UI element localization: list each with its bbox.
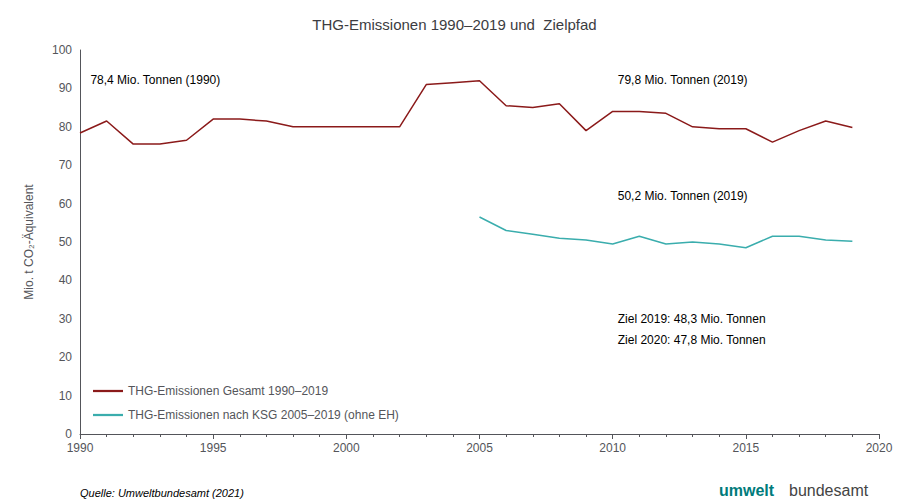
svg-text:2000: 2000 <box>333 441 360 455</box>
svg-text:THG-Emissionen 1990–2019 und: THG-Emissionen 1990–2019 und Zielpfad <box>312 16 596 33</box>
svg-text:60: 60 <box>59 197 73 211</box>
svg-text:90: 90 <box>59 81 73 95</box>
svg-text:1990: 1990 <box>67 441 94 455</box>
svg-text:100: 100 <box>52 43 72 57</box>
svg-text:20: 20 <box>59 350 73 364</box>
svg-text:bundesamt: bundesamt <box>789 482 869 499</box>
svg-text:50: 50 <box>59 235 73 249</box>
svg-text:30: 30 <box>59 312 73 326</box>
svg-text:50,2 Mio. Tonnen (2019): 50,2 Mio. Tonnen (2019) <box>618 189 748 203</box>
svg-text:79,8 Mio. Tonnen (2019): 79,8 Mio. Tonnen (2019) <box>618 73 748 87</box>
svg-text:10: 10 <box>59 389 73 403</box>
svg-text:THG-Emissionen Gesamt 1990–201: THG-Emissionen Gesamt 1990–2019 <box>128 384 328 398</box>
svg-text:Quelle: Umweltbundesamt (2021): Quelle: Umweltbundesamt (2021) <box>80 487 244 499</box>
svg-text:0: 0 <box>65 427 72 441</box>
svg-text:umwelt: umwelt <box>719 482 775 499</box>
svg-text:2015: 2015 <box>732 441 759 455</box>
svg-text:2005: 2005 <box>466 441 493 455</box>
svg-text:80: 80 <box>59 120 73 134</box>
svg-text:70: 70 <box>59 158 73 172</box>
svg-text:78,4 Mio. Tonnen (1990): 78,4 Mio. Tonnen (1990) <box>90 73 220 87</box>
svg-text:40: 40 <box>59 273 73 287</box>
svg-text:2010: 2010 <box>599 441 626 455</box>
svg-text:Ziel 2020: 47,8 Mio. Tonnen: Ziel 2020: 47,8 Mio. Tonnen <box>618 333 766 347</box>
svg-text:1995: 1995 <box>200 441 227 455</box>
svg-text:Mio. t CO₂-Äquivalent: Mio. t CO₂-Äquivalent <box>22 184 36 300</box>
svg-text:Ziel 2019: 48,3 Mio. Tonnen: Ziel 2019: 48,3 Mio. Tonnen <box>618 312 766 326</box>
svg-text:THG-Emissionen nach KSG 2005–2: THG-Emissionen nach KSG 2005–2019 (ohne … <box>128 408 399 422</box>
svg-text:2020: 2020 <box>866 441 893 455</box>
